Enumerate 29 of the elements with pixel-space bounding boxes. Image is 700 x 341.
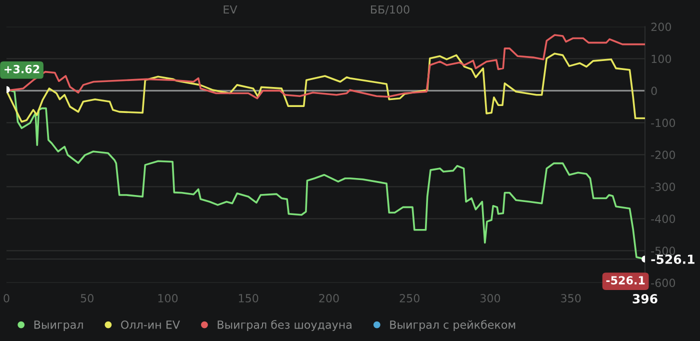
x-tick-label: 200: [319, 294, 339, 302]
y-tick-label: 100: [652, 54, 672, 64]
y-tick-label: 0: [651, 86, 657, 96]
x-tick-label: 50: [80, 294, 94, 302]
y-tick-label: 200: [651, 22, 672, 32]
x-tick-label: 300: [480, 294, 500, 302]
line-series: [6, 34, 645, 100]
x-tick-label: 350: [561, 294, 581, 302]
x-tick-label: 396: [632, 294, 658, 304]
line-series: [6, 52, 645, 123]
annotation: +3.62: [4, 64, 40, 74]
legend-label: Выиграл без шоудауна: [218, 320, 352, 331]
legend-label: Олл-ин EV: [121, 320, 180, 329]
text: ББ/100: [370, 5, 410, 15]
text: EV: [224, 5, 238, 14]
y-tick-label: -600: [651, 278, 676, 288]
y-tick-label: -400: [651, 214, 676, 224]
legend-label: Выиграл с рейкбеком: [390, 320, 516, 331]
x-tick-label: 100: [158, 294, 178, 302]
y-tick-label: -100: [651, 118, 676, 128]
y-tick-label: -200: [651, 150, 676, 160]
y-tick-label: -300: [651, 182, 676, 192]
x-tick-label: 0: [4, 294, 10, 302]
y-tick-label: -500: [651, 246, 676, 256]
x-tick-label: 250: [400, 294, 420, 302]
legend-label: Выиграл: [34, 320, 83, 331]
y-tick-label: -526.1: [651, 254, 694, 264]
x-tick-label: 150: [238, 294, 258, 302]
annotation: -526.1: [606, 276, 645, 284]
